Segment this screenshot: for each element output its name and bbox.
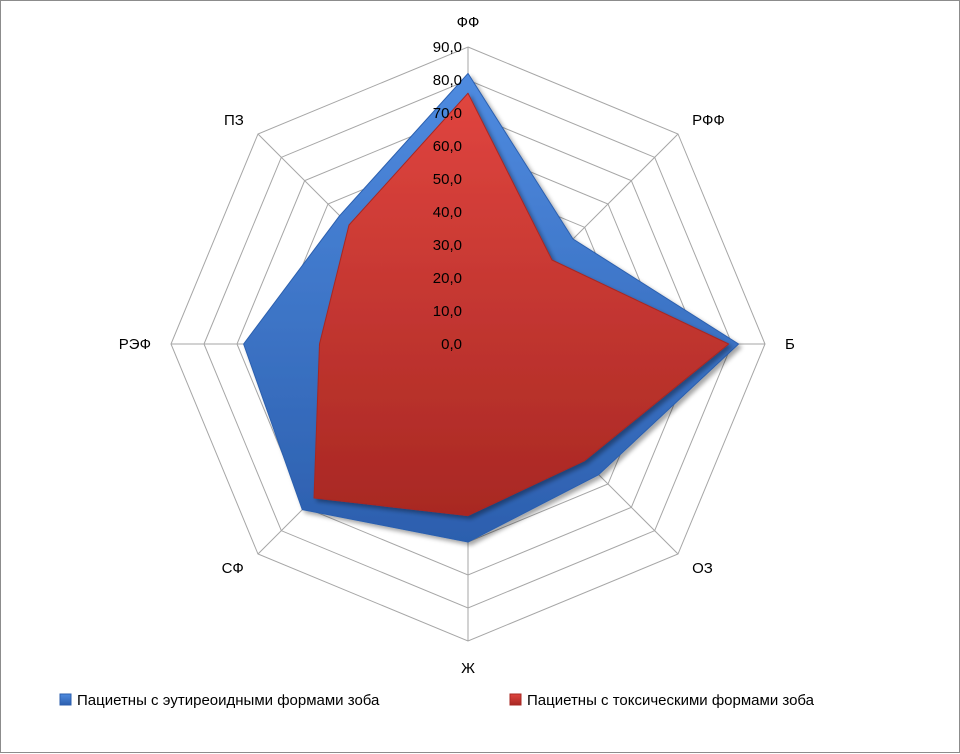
legend: Пациетны с эутиреоидными формами зоба Па… bbox=[59, 692, 815, 709]
category-labels: ФФ РФФ Б ОЗ Ж СФ РЭФ ПЗ bbox=[119, 14, 795, 677]
tick-label-8: 80,0 bbox=[433, 72, 462, 89]
tick-label-6: 60,0 bbox=[433, 138, 462, 155]
category-label-1: РФФ bbox=[692, 112, 725, 129]
legend-swatch-series-2 bbox=[509, 693, 522, 706]
category-label-5: СФ bbox=[222, 560, 244, 577]
tick-label-2: 20,0 bbox=[433, 270, 462, 287]
radar-series bbox=[243, 72, 740, 543]
legend-label-series-2: Пациетны с токсическими формами зоба bbox=[527, 692, 815, 709]
tick-label-9: 90,0 bbox=[433, 39, 462, 56]
tick-label-7: 70,0 bbox=[433, 105, 462, 122]
category-label-7: ПЗ bbox=[224, 112, 244, 129]
series-area-2 bbox=[313, 92, 730, 517]
category-label-6: РЭФ bbox=[119, 336, 151, 353]
tick-label-4: 40,0 bbox=[433, 204, 462, 221]
legend-label-series-1: Пациетны с эутиреоидными формами зоба bbox=[77, 692, 380, 709]
tick-label-5: 50,0 bbox=[433, 171, 462, 188]
tick-label-0: 0,0 bbox=[441, 336, 462, 353]
radial-ticks: 0,0 10,0 20,0 30,0 40,0 50,0 60,0 70,0 80,0 90,0 bbox=[433, 39, 462, 353]
category-label-4: Ж bbox=[461, 660, 475, 677]
tick-label-1: 10,0 bbox=[433, 303, 462, 320]
legend-item-series-1: Пациетны с эутиреоидными формами зоба bbox=[59, 692, 380, 709]
legend-swatch-series-1 bbox=[59, 693, 72, 706]
tick-label-3: 30,0 bbox=[433, 237, 462, 254]
category-label-3: ОЗ bbox=[692, 560, 713, 577]
category-label-2: Б bbox=[785, 336, 795, 353]
legend-item-series-2: Пациетны с токсическими формами зоба bbox=[509, 692, 815, 709]
category-label-0: ФФ bbox=[457, 14, 480, 31]
